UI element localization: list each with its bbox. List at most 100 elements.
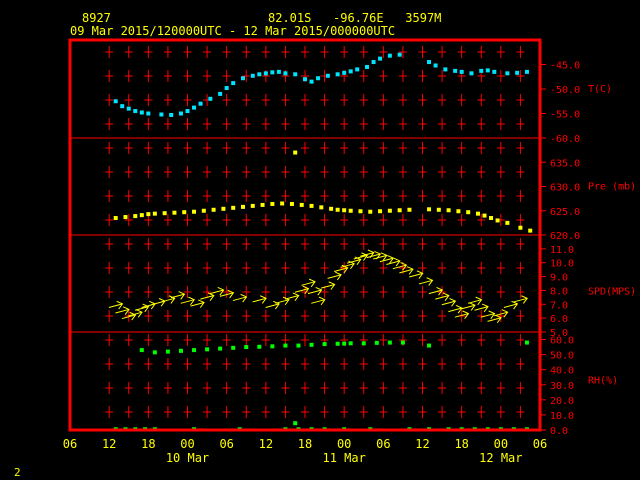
wind-point xyxy=(428,286,444,296)
wind-point xyxy=(180,296,196,306)
wind-head xyxy=(335,271,342,281)
pressure-point xyxy=(505,220,510,225)
wind-point xyxy=(200,292,215,301)
wind-head xyxy=(481,303,489,313)
temperature-point xyxy=(126,106,131,111)
temperature-point xyxy=(365,64,370,69)
wind-point xyxy=(190,299,205,308)
x-day-label: 11 Mar xyxy=(322,451,365,465)
temperature-point xyxy=(283,71,288,76)
pressure-point xyxy=(397,208,402,213)
wind-shaft xyxy=(353,254,368,260)
humidity-point xyxy=(309,342,314,347)
wind-head xyxy=(449,298,457,307)
pressure-point xyxy=(260,202,265,207)
temperature-point xyxy=(515,70,520,75)
temperature-point xyxy=(342,70,347,75)
wind-shaft xyxy=(418,279,433,285)
wind-head xyxy=(416,270,424,279)
humidity-point xyxy=(387,340,392,345)
temperature-point xyxy=(479,68,484,73)
temperature-point xyxy=(293,72,298,77)
wind-shaft xyxy=(448,307,463,313)
pressure-point xyxy=(123,215,128,220)
y-tick-label-temperature: -55.0 xyxy=(550,110,580,121)
wind-point xyxy=(115,306,130,315)
wind-shaft xyxy=(327,274,342,279)
y-tick-label-humidity: 20.0 xyxy=(550,396,574,407)
wind-point xyxy=(134,303,150,313)
temperature-point xyxy=(208,96,213,101)
wind-shaft xyxy=(161,297,175,303)
temperature-point xyxy=(263,71,268,76)
chart-frame xyxy=(68,38,542,432)
wind-shaft xyxy=(320,283,335,289)
wind-shaft xyxy=(232,296,247,302)
y-tick-label-pressure: 625.0 xyxy=(550,207,580,218)
temperature-point xyxy=(492,69,497,74)
pressure-point xyxy=(518,225,523,230)
wind-head xyxy=(387,255,395,264)
wind-head xyxy=(240,293,248,303)
wind-point xyxy=(399,266,414,275)
wind-head xyxy=(400,262,408,271)
pressure-point xyxy=(446,208,451,213)
x-tick-label: 00 xyxy=(494,437,508,451)
wind-shaft xyxy=(409,272,423,278)
humidity-point xyxy=(178,348,183,353)
pressure-point xyxy=(182,210,187,215)
wind-point xyxy=(467,296,483,306)
wind-shaft xyxy=(435,295,449,300)
wind-point xyxy=(265,300,280,310)
wind-point xyxy=(448,304,463,314)
temperature-point xyxy=(427,60,432,65)
y-tick-label-humidity: 10.0 xyxy=(550,411,574,422)
wind-head xyxy=(122,306,130,315)
humidity-point xyxy=(322,342,327,347)
x-tick-label: 00 xyxy=(180,437,194,451)
wind-shaft xyxy=(275,299,290,304)
humidity-point xyxy=(218,346,223,351)
temperature-point xyxy=(257,72,262,77)
temperature-point xyxy=(348,69,353,74)
wind-shaft xyxy=(134,306,149,311)
temperature-point xyxy=(316,76,321,81)
pressure-point xyxy=(250,203,255,208)
wind-point xyxy=(379,255,395,264)
temperature-point xyxy=(335,72,340,77)
wind-point xyxy=(170,291,186,300)
humidity-point xyxy=(296,343,301,348)
pressure-point xyxy=(456,209,461,214)
wind-head xyxy=(328,281,336,290)
pressure-point xyxy=(146,212,151,217)
temperature-point xyxy=(178,111,183,116)
x-tick-label: 06 xyxy=(219,437,233,451)
wind-shaft xyxy=(386,260,401,266)
y-tick-label-humidity: 0.0 xyxy=(550,426,568,437)
wind-shaft xyxy=(454,313,469,318)
wind-head xyxy=(188,296,196,306)
wind-shaft xyxy=(311,299,325,304)
wind-point xyxy=(392,262,408,271)
wind-head xyxy=(116,300,124,310)
x-tick-label: 06 xyxy=(376,437,390,451)
time-range: 09 Mar 2015/120000UTC - 12 Mar 2015/0000… xyxy=(70,24,395,38)
y-tick-label-wind: 5.0 xyxy=(550,328,568,339)
pressure-point xyxy=(358,209,363,214)
wind-shaft xyxy=(170,293,185,299)
wind-point xyxy=(161,295,176,304)
wind-shaft xyxy=(301,281,316,286)
wind-shaft xyxy=(200,295,214,300)
panel-label-humidity: RH(%) xyxy=(588,376,618,387)
wind-shaft xyxy=(467,299,482,304)
temperature-point xyxy=(224,86,229,91)
temperature-point xyxy=(270,70,275,75)
y-tick-label-wind: 6.0 xyxy=(550,314,568,325)
wind-shaft xyxy=(340,263,355,268)
wind-head xyxy=(292,292,300,301)
temperature-point xyxy=(469,71,474,76)
pressure-point xyxy=(342,208,347,213)
y-tick-label-wind: 11.0 xyxy=(550,245,574,256)
wind-head xyxy=(361,252,369,261)
